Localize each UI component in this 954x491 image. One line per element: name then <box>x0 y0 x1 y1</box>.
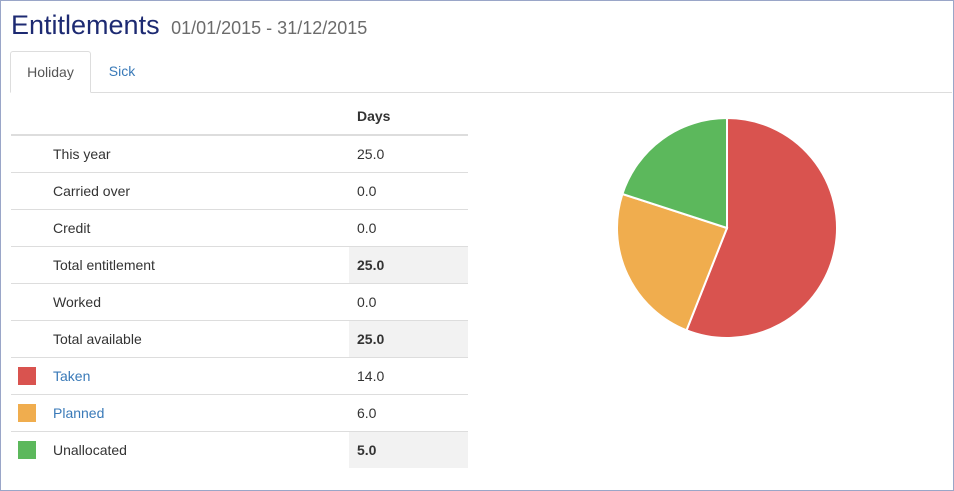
row-value-total-available: 25.0 <box>349 320 468 358</box>
table-row: Planned 6.0 <box>11 394 468 432</box>
table-header-blank <box>11 98 349 136</box>
page-title-text: Entitlements <box>11 10 160 40</box>
row-value-credit: 0.0 <box>349 209 468 247</box>
tab-bar: Holiday Sick <box>10 51 952 93</box>
table-row: Carried over 0.0 <box>11 172 468 210</box>
pie-slice-planned <box>615 192 729 332</box>
row-label-worked: Worked <box>53 283 349 321</box>
row-label-total-entitlement: Total entitlement <box>53 246 349 284</box>
table-row: Total entitlement 25.0 <box>11 246 468 284</box>
table-row: Worked 0.0 <box>11 283 468 321</box>
row-value-total-entitlement: 25.0 <box>349 246 468 284</box>
days-column-header: Days <box>349 98 468 136</box>
row-label-unallocated: Unallocated <box>53 431 349 468</box>
entitlements-table: Days This year 25.0 Carried over 0.0 Cre… <box>11 98 468 468</box>
tab-holiday[interactable]: Holiday <box>10 51 91 93</box>
tab-sick[interactable]: Sick <box>108 63 136 79</box>
row-label-credit: Credit <box>53 209 349 247</box>
row-value-carried-over: 0.0 <box>349 172 468 210</box>
row-value-taken: 14.0 <box>349 357 468 395</box>
table-row: Total available 25.0 <box>11 320 468 358</box>
row-value-this-year: 25.0 <box>357 146 385 162</box>
table-row: Unallocated 5.0 <box>11 431 468 468</box>
table-row: Credit 0.0 <box>11 209 468 247</box>
row-label-carried-over: Carried over <box>53 172 349 210</box>
pie-slice-unallocated <box>621 116 728 230</box>
row-label-this-year: This year <box>53 146 111 162</box>
taken-swatch <box>18 367 36 385</box>
planned-swatch <box>18 404 36 422</box>
row-label-total-available: Total available <box>53 320 349 358</box>
entitlement-pie-chart <box>615 116 838 339</box>
page-title: Entitlements 01/01/2015 - 31/12/2015 <box>11 8 367 45</box>
pie-slice-taken <box>685 116 838 339</box>
table-row: This year 25.0 <box>11 135 468 173</box>
table-header-row: Days <box>11 98 468 136</box>
date-range: 01/01/2015 - 31/12/2015 <box>171 18 368 38</box>
table-row: Taken 14.0 <box>11 357 468 395</box>
row-value-planned: 6.0 <box>349 394 468 432</box>
taken-link[interactable]: Taken <box>53 368 91 384</box>
unallocated-swatch <box>18 441 36 459</box>
row-value-unallocated: 5.0 <box>349 431 468 468</box>
row-value-worked: 0.0 <box>349 283 468 321</box>
planned-link[interactable]: Planned <box>53 405 105 421</box>
